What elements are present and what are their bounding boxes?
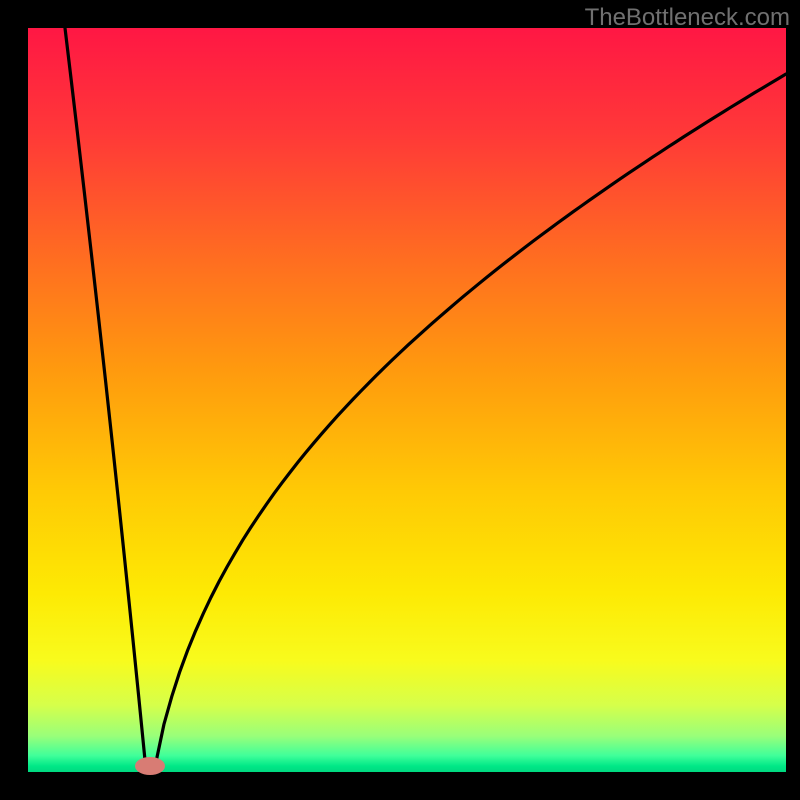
- optimal-point-marker: [135, 757, 165, 775]
- curve-right-branch: [156, 74, 786, 762]
- bottleneck-chart: TheBottleneck.com: [0, 0, 800, 800]
- curve-left-branch: [65, 28, 145, 760]
- chart-curves-layer: [0, 0, 800, 800]
- watermark-text: TheBottleneck.com: [585, 4, 790, 32]
